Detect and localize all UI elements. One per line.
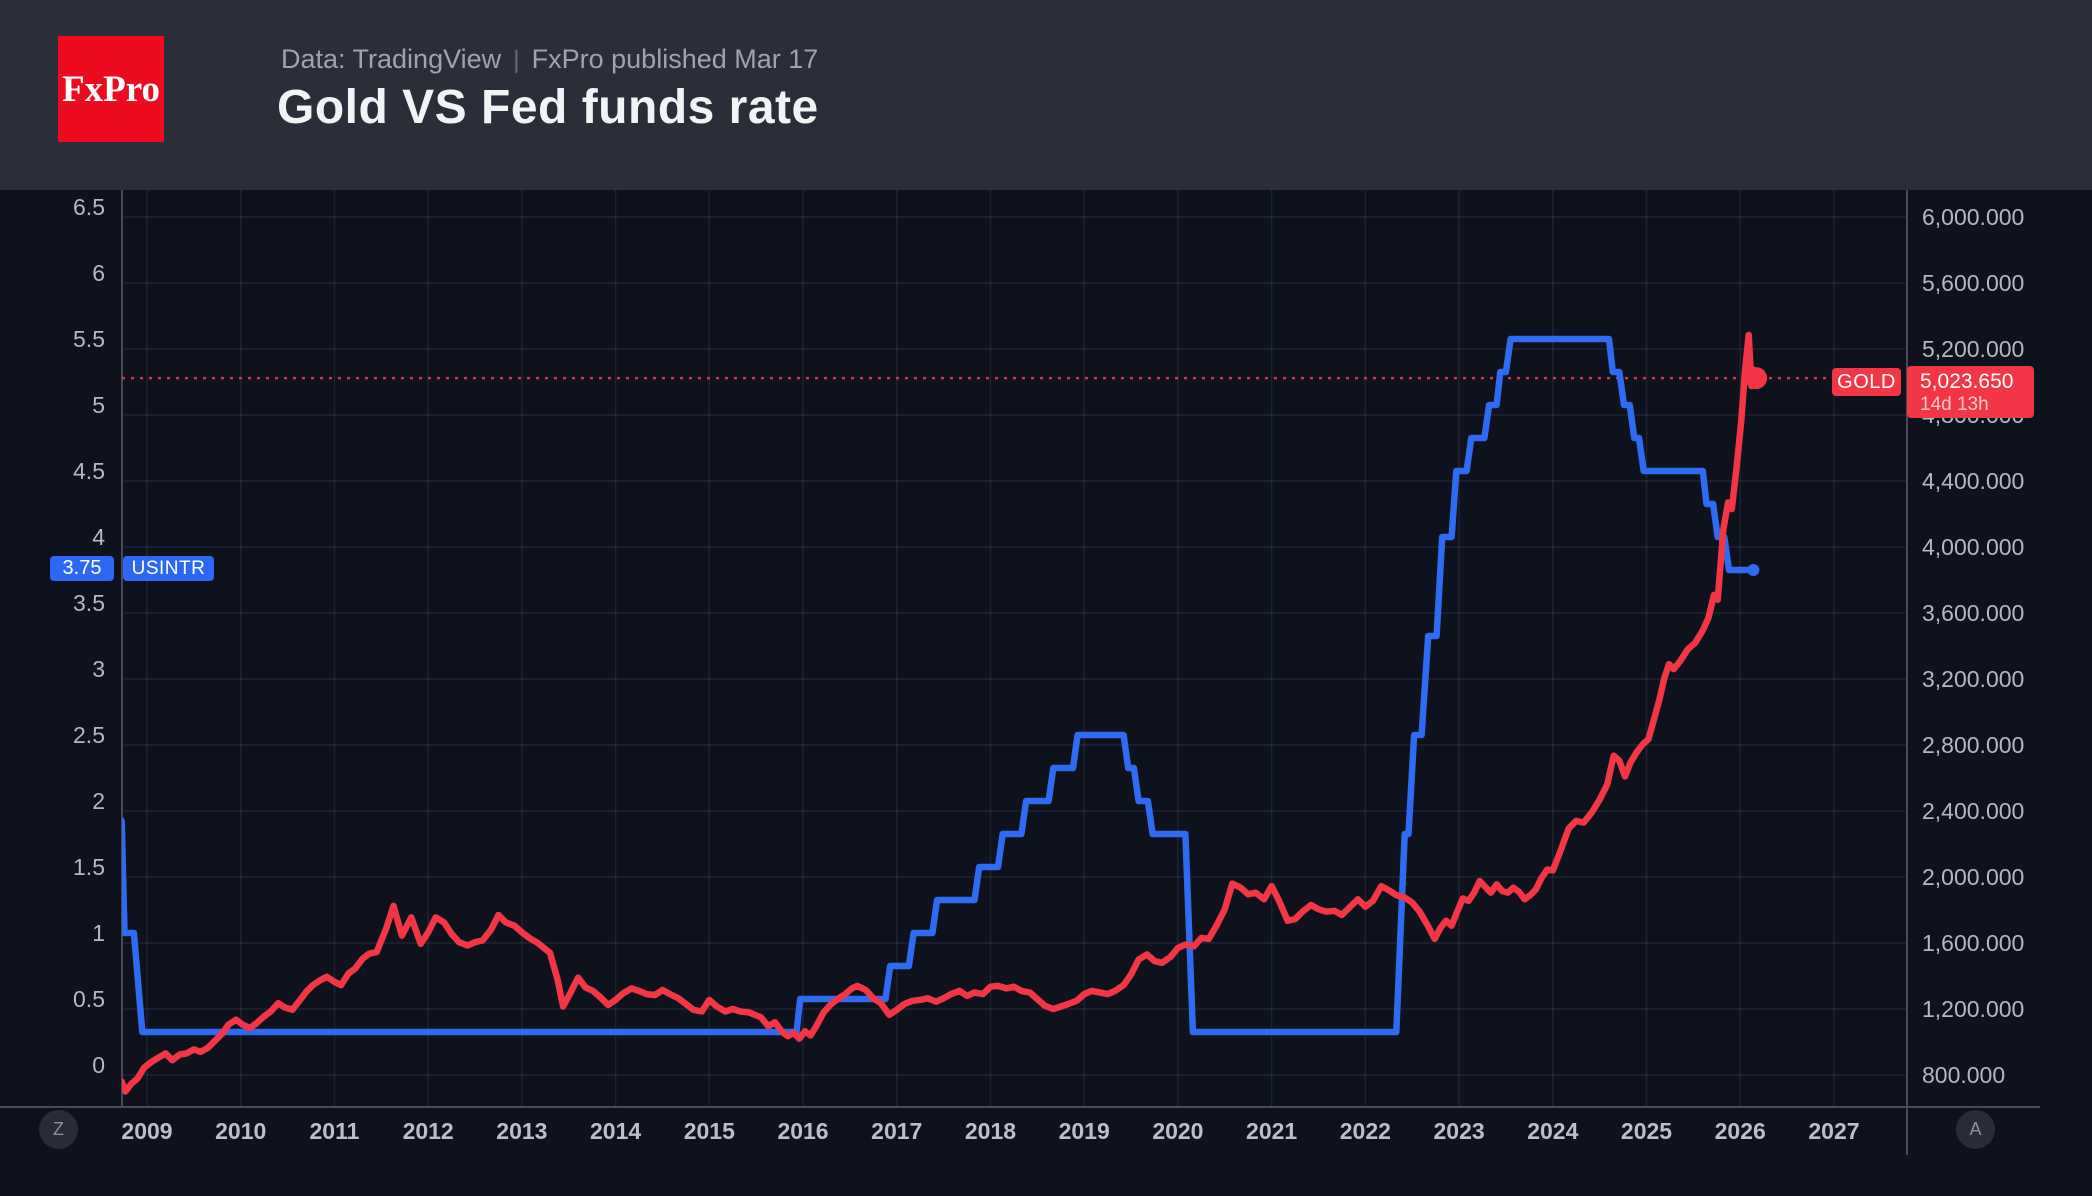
usintr-line xyxy=(122,335,1757,1036)
x-axis-year-label: 2014 xyxy=(590,1118,642,1144)
x-axis-year-label: 2026 xyxy=(1714,1118,1766,1144)
gold-line xyxy=(122,331,1760,1095)
right-axis-tick: 5,600.000 xyxy=(1922,270,2025,296)
gold-series-badge: GOLD xyxy=(1832,368,1901,396)
left-axis-tick: 5 xyxy=(92,392,105,418)
subtitle-separator: | xyxy=(513,46,520,74)
gold-price-badge: 5,023.650 14d 13h xyxy=(1907,366,2034,418)
x-axis-year-label: 2015 xyxy=(683,1118,735,1144)
left-axis-tick: 1 xyxy=(92,920,105,946)
x-axis-year-label: 2010 xyxy=(215,1118,267,1144)
usintr-price-badge: 3.75 xyxy=(50,556,114,581)
left-axis-tick: 2.5 xyxy=(73,722,105,748)
left-axis-tick: 1.5 xyxy=(73,854,105,880)
chart-subtitle: Data: TradingView | FxPro published Mar 17 xyxy=(281,44,818,75)
x-axis-year-label: 2018 xyxy=(964,1118,1017,1144)
right-axis-tick: 4,400.000 xyxy=(1922,468,2025,494)
x-axis-year-label: 2009 xyxy=(121,1118,173,1144)
right-axis-tick: 3,600.000 xyxy=(1922,600,2025,626)
usintr-series-badge: USINTR xyxy=(123,556,214,581)
usintr-endpoint-dot xyxy=(1747,564,1760,576)
left-axis-tick: 6 xyxy=(92,260,105,286)
x-axis-year-label: 2022 xyxy=(1339,1118,1391,1144)
zoom-corner-letter: Z xyxy=(53,1119,64,1139)
right-axis-tick: 3,200.000 xyxy=(1922,666,2025,692)
gold-series-label: GOLD xyxy=(1837,370,1896,393)
left-axis-tick: 2 xyxy=(92,788,105,814)
auto-corner-letter: A xyxy=(1969,1119,1982,1139)
left-axis-tick: 0 xyxy=(92,1052,105,1078)
x-axis-year-label: 2012 xyxy=(402,1118,454,1144)
auto-corner-button[interactable]: A xyxy=(1956,1110,1995,1149)
x-axis-year-label: 2027 xyxy=(1808,1118,1860,1144)
right-axis-tick: 1,600.000 xyxy=(1922,930,2025,956)
page-title: Gold VS Fed funds rate xyxy=(277,81,819,134)
left-axis-tick: 4.5 xyxy=(73,458,105,484)
x-axis-year-label: 2024 xyxy=(1527,1118,1579,1144)
right-axis-tick: 2,800.000 xyxy=(1922,732,2025,758)
right-axis-tick: 5,200.000 xyxy=(1922,336,2025,362)
right-axis-tick: 2,400.000 xyxy=(1922,798,2025,824)
left-axis-tick: 3 xyxy=(92,656,105,682)
right-axis-tick: 6,000.000 xyxy=(1922,204,2025,230)
zoom-corner-button[interactable]: Z xyxy=(39,1110,78,1149)
fxpro-logo: FxPro xyxy=(58,36,164,142)
right-axis-tick: 1,200.000 xyxy=(1922,996,2025,1022)
gold-price-value: 5,023.650 xyxy=(1920,369,2014,393)
usintr-price-value: 3.75 xyxy=(62,557,102,579)
fxpro-logo-text: FxPro xyxy=(62,68,160,110)
x-axis-year-label: 2017 xyxy=(871,1118,923,1144)
left-axis-tick: 0.5 xyxy=(73,986,105,1012)
header-bar: FxPro Data: TradingView | FxPro published … xyxy=(0,0,2092,190)
x-axis-year-label: 2016 xyxy=(777,1118,829,1144)
left-axis-tick: 6.5 xyxy=(73,194,105,220)
published-text: FxPro published Mar 17 xyxy=(531,44,819,74)
x-axis-year-label: 2011 xyxy=(309,1118,360,1144)
gold-countdown: 14d 13h xyxy=(1920,393,1989,415)
left-axis-tick: 3.5 xyxy=(73,590,105,616)
left-axis-tick: 5.5 xyxy=(73,326,105,352)
usintr-series-label: USINTR xyxy=(131,557,206,579)
right-price-scale[interactable] xyxy=(1907,190,2092,1107)
left-axis-tick: 4 xyxy=(92,524,105,550)
data-source-text: Data: TradingView xyxy=(281,44,502,74)
x-axis-year-label: 2021 xyxy=(1246,1118,1298,1144)
x-axis-year-label: 2025 xyxy=(1620,1118,1673,1144)
x-axis-year-label: 2019 xyxy=(1058,1118,1110,1144)
right-axis-tick: 4,000.000 xyxy=(1922,534,2025,560)
right-axis-tick: 2,000.000 xyxy=(1922,864,2025,890)
x-axis-year-label: 2020 xyxy=(1152,1118,1204,1144)
x-axis-year-label: 2013 xyxy=(496,1118,548,1144)
x-axis-year-label: 2023 xyxy=(1433,1118,1485,1144)
right-axis-tick: 800.000 xyxy=(1922,1062,2006,1088)
gold-endpoint-dot xyxy=(1745,367,1768,390)
